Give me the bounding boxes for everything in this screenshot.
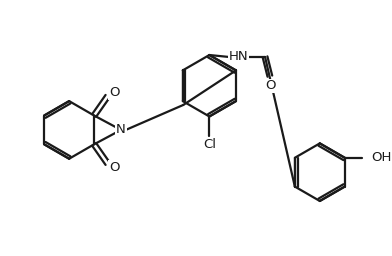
Text: N: N <box>116 123 126 136</box>
Text: O: O <box>109 86 120 99</box>
Text: OH: OH <box>372 151 392 164</box>
Text: O: O <box>109 161 120 174</box>
Text: Cl: Cl <box>203 138 216 151</box>
Text: O: O <box>265 79 276 92</box>
Text: HN: HN <box>229 50 248 63</box>
